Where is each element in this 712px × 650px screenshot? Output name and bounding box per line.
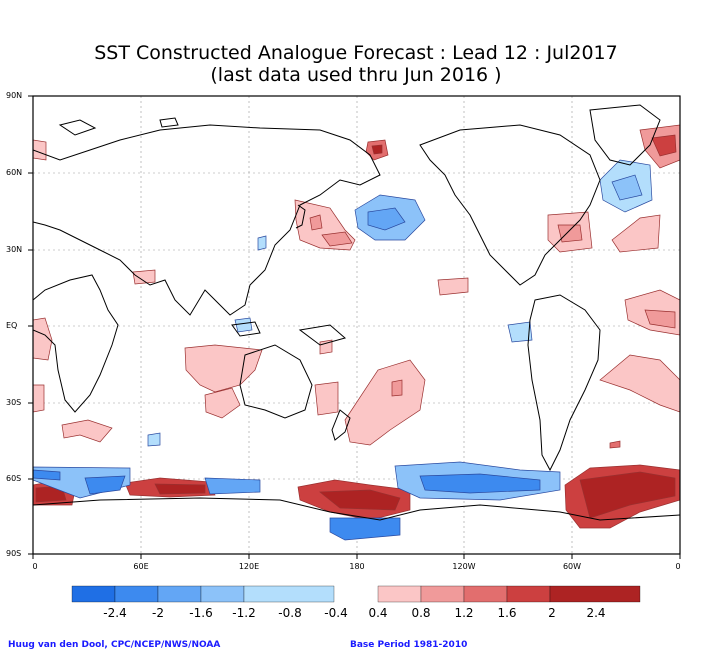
colorbar-swatch [377, 585, 422, 603]
colorbar-swatch [243, 585, 335, 603]
colorbar-label: 1.2 [454, 606, 474, 620]
colorbar-swatch [549, 585, 641, 603]
colorbar-label: -0.4 [324, 606, 348, 620]
chart-title: SST Constructed Analogue Forecast : Lead… [94, 42, 618, 64]
lon-label: 0 [32, 562, 38, 571]
lat-label: 60S [6, 474, 22, 483]
lon-label: 120W [452, 562, 476, 571]
colorbar-label: -0.8 [278, 606, 302, 620]
lon-label: 60W [562, 562, 582, 571]
colorbar-label: -1.6 [189, 606, 213, 620]
lon-label: 180 [349, 562, 365, 571]
negative-anomaly-areas [33, 159, 653, 541]
lat-label: 90S [6, 549, 22, 558]
lat-label: 30S [6, 398, 22, 407]
credit-author: Huug van den Dool, CPC/NCEP/NWS/NOAA [8, 640, 221, 650]
colorbar-label: -2 [152, 606, 164, 620]
chart-subtitle: (last data used thru Jun 2016 ) [210, 64, 502, 86]
colorbar-swatch [114, 585, 159, 603]
colorbar-swatch [420, 585, 465, 603]
lon-label: 0 [675, 562, 681, 571]
positive-anomaly-areas [33, 124, 680, 529]
colorbar-swatch [463, 585, 508, 603]
colorbar-label: 2 [548, 606, 556, 620]
colorbar-swatch [200, 585, 245, 603]
lat-label: EQ [6, 321, 18, 330]
color-bar [71, 585, 641, 603]
lon-label: 120E [238, 562, 260, 571]
colorbar-label: 2.4 [586, 606, 606, 620]
colorbar-label: -1.2 [232, 606, 256, 620]
colorbar-swatch [71, 585, 116, 603]
colorbar-swatch [157, 585, 202, 603]
lat-label: 60N [6, 168, 23, 177]
lat-label: 90N [6, 91, 23, 100]
colorbar-label: -2.4 [103, 606, 127, 620]
colorbar-swatch [506, 585, 551, 603]
colorbar-label: 0.8 [411, 606, 431, 620]
coastlines [33, 104, 680, 521]
colorbar-label: 0.4 [368, 606, 388, 620]
lon-label: 60E [133, 562, 149, 571]
lat-label: 30N [6, 245, 23, 254]
credit-base-period: Base Period 1981-2010 [350, 640, 468, 650]
colorbar-label: 1.6 [497, 606, 517, 620]
